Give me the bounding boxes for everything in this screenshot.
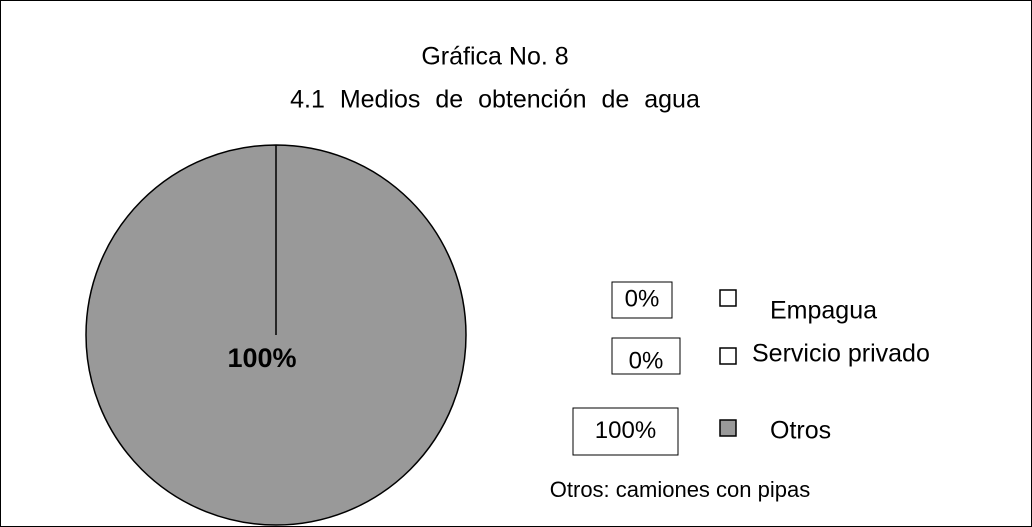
pie-slice: [85, 144, 467, 526]
legend-swatch: [719, 289, 737, 307]
label-box: [611, 337, 681, 375]
label-box: [572, 407, 679, 456]
value-label: 100%: [595, 417, 656, 444]
legend-label: Servicio privado: [752, 340, 930, 368]
annotation: Otros: camiones con pipas: [550, 477, 810, 502]
value-label: 0%: [625, 285, 660, 312]
chart-title: Gráfica No. 8: [421, 43, 568, 71]
slice-label: 100%: [227, 343, 296, 373]
legend-label: Empagua: [770, 297, 877, 325]
legend-swatch: [719, 347, 737, 365]
value-label: 0%: [629, 347, 664, 374]
legend-swatch: [719, 419, 737, 437]
legend-label: Otros: [770, 417, 831, 445]
chart-subtitle: 4.1 Medios de obtención de agua: [290, 86, 700, 114]
label-box: [611, 281, 673, 319]
